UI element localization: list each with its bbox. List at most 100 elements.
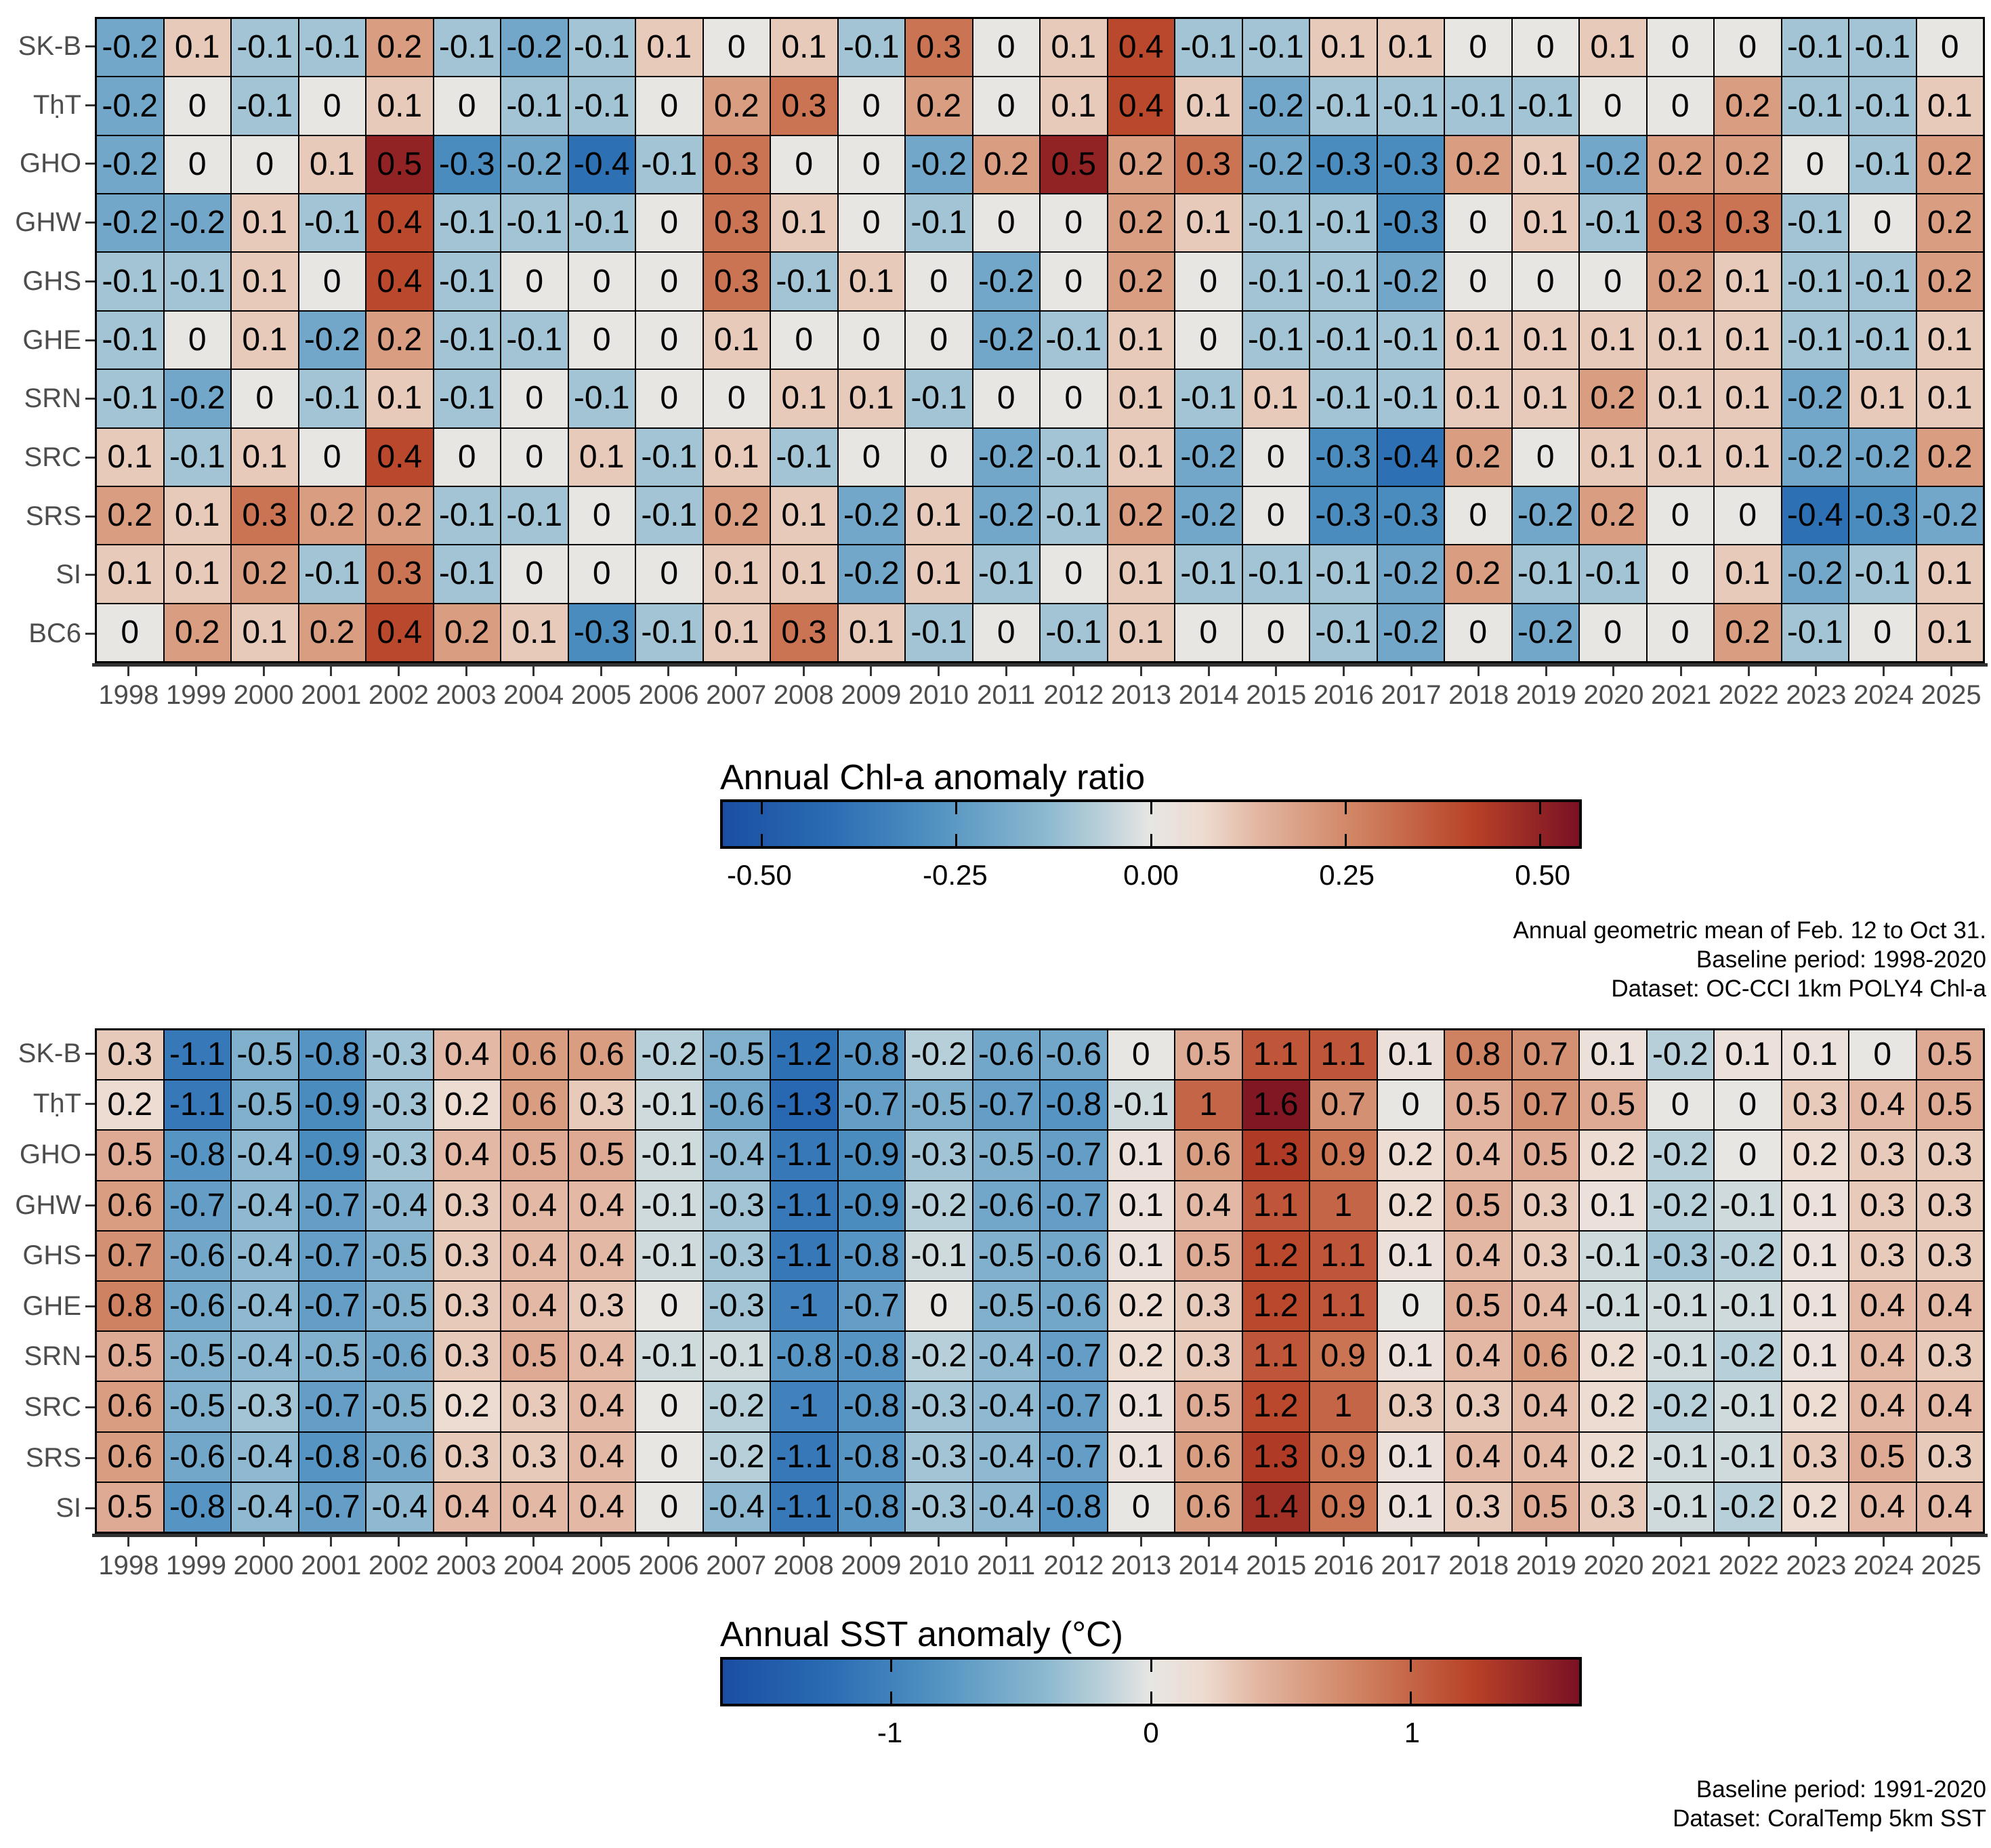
axis-tick <box>1680 667 1683 676</box>
heatmap-cell: -0.2 <box>905 1180 973 1231</box>
heatmap-cell: 0.9 <box>1309 1482 1377 1532</box>
heatmap-cell: -0.4 <box>366 1180 434 1231</box>
colorbar-tick <box>890 1692 893 1704</box>
heatmap-cell: -0.2 <box>1511 603 1579 662</box>
heatmap-cell: 0 <box>96 603 164 662</box>
heatmap-cell: 0.2 <box>1916 135 1984 194</box>
heatmap-cell: 0.2 <box>96 1080 164 1131</box>
x-tick-label: 2007 <box>706 1551 767 1580</box>
heatmap-cell: 0.5 <box>96 1130 164 1181</box>
heatmap-cell: 0.3 <box>905 18 973 77</box>
heatmap-cell: 0 <box>837 310 905 370</box>
x-tick-label: 2012 <box>1043 680 1104 710</box>
heatmap-cell: -0.5 <box>366 1280 434 1332</box>
heatmap-cell: -0.1 <box>1511 545 1579 604</box>
axis-tick <box>330 1537 333 1547</box>
x-tick-label: 2018 <box>1448 680 1509 710</box>
heatmap-cell: 0.2 <box>433 603 501 662</box>
heatmap-cell: -0.2 <box>1781 545 1849 604</box>
colorbar-title: Annual SST anomaly (°C) <box>720 1615 1123 1654</box>
heatmap-cell: -0.3 <box>703 1180 770 1231</box>
heatmap-cell: -0.2 <box>501 135 568 194</box>
heatmap-cell: 0.4 <box>568 1230 635 1281</box>
axis-tick <box>600 1537 602 1547</box>
colorbar-tick <box>760 834 763 846</box>
heatmap-cell: 0 <box>1714 1080 1782 1131</box>
heatmap-cell: -1.1 <box>770 1230 838 1281</box>
heatmap-cell: 0.2 <box>1714 603 1782 662</box>
axis-tick <box>1342 667 1345 676</box>
heatmap-cell: 0 <box>1242 427 1309 486</box>
heatmap-cell: 0.4 <box>501 1230 568 1281</box>
heatmap-cell: 0.2 <box>1579 1130 1647 1181</box>
heatmap-cell: -0.2 <box>1377 252 1444 311</box>
heatmap-cell: 0.2 <box>1579 1431 1647 1482</box>
axis-tick <box>1747 1537 1750 1547</box>
heatmap-cell: -0.4 <box>1781 486 1849 545</box>
heatmap-cell: -0.9 <box>837 1180 905 1231</box>
heatmap-cell: -0.1 <box>96 252 164 311</box>
heatmap-cell: 0.5 <box>1916 1030 1984 1080</box>
heatmap-cell: -0.4 <box>568 135 635 194</box>
heatmap-cell: 0.1 <box>770 545 838 604</box>
heatmap-cell: -0.4 <box>231 1180 299 1231</box>
heatmap-cell: 0 <box>1107 1482 1175 1532</box>
heatmap-cell: -0.6 <box>163 1431 231 1482</box>
x-tick-label: 2015 <box>1246 680 1307 710</box>
heatmap-cell: 1 <box>1175 1080 1242 1131</box>
colorbar-tick <box>1539 834 1542 846</box>
heatmap-cell: 0.1 <box>1175 194 1242 253</box>
heatmap-cell: -0.3 <box>905 1381 973 1432</box>
axis-tick <box>938 1537 940 1547</box>
heatmap-cell: 0.4 <box>501 1280 568 1332</box>
heatmap-cell: 0.1 <box>1377 1331 1444 1382</box>
heatmap-cell: 0.2 <box>231 545 299 604</box>
heatmap-cell: -0.7 <box>298 1230 366 1281</box>
heatmap-cell: 0.1 <box>231 194 299 253</box>
heatmap-cell: -1 <box>770 1381 838 1432</box>
heatmap-cell: -0.3 <box>366 1130 434 1181</box>
heatmap-cell: 0.1 <box>96 545 164 604</box>
heatmap-cell: 0 <box>972 603 1040 662</box>
axis-tick <box>85 457 95 459</box>
heatmap-cell: -0.7 <box>1040 1180 1108 1231</box>
heatmap-cell: 0 <box>635 310 703 370</box>
axis-tick <box>870 667 873 676</box>
heatmap-cell: -1.3 <box>770 1080 838 1131</box>
heatmap-cell: 0 <box>837 135 905 194</box>
heatmap-cell: 0 <box>1714 18 1782 77</box>
heatmap-cell: -0.5 <box>231 1080 299 1131</box>
x-tick-label: 2004 <box>503 1551 564 1580</box>
heatmap-cell: -0.1 <box>1175 18 1242 77</box>
heatmap-cell: -0.6 <box>972 1180 1040 1231</box>
x-tick-label: 2011 <box>977 680 1036 710</box>
heatmap-cell: -0.3 <box>433 135 501 194</box>
heatmap-cell: 0.3 <box>501 1381 568 1432</box>
heatmap-cell: 0.2 <box>366 486 434 545</box>
heatmap-cell: -0.1 <box>433 252 501 311</box>
axis-tick <box>1275 1537 1278 1547</box>
heatmap-cell: -0.1 <box>1646 1280 1714 1332</box>
heatmap-cell: -0.2 <box>96 77 164 135</box>
heatmap-cell: -0.1 <box>1309 369 1377 428</box>
heatmap-cell: 0.3 <box>1781 1080 1849 1131</box>
heatmap-cell: 0 <box>231 135 299 194</box>
heatmap-cell: -0.4 <box>231 1482 299 1532</box>
heatmap-cell: -0.2 <box>703 1381 770 1432</box>
heatmap-cell: 0 <box>770 135 838 194</box>
heatmap-cell: 0 <box>1646 603 1714 662</box>
x-tick-label: 2002 <box>368 1551 429 1580</box>
heatmap-cell: 0.1 <box>837 252 905 311</box>
heatmap-cell: 0.3 <box>1849 1230 1916 1281</box>
heatmap-cell: 0.6 <box>1175 1130 1242 1181</box>
heatmap-cell: -0.1 <box>635 1230 703 1281</box>
heatmap-cell: 0.2 <box>366 310 434 370</box>
heatmap-cell: 0 <box>1040 252 1108 311</box>
heatmap-cell: 0.2 <box>1916 252 1984 311</box>
x-tick-label: 2008 <box>773 680 834 710</box>
heatmap-cell: -0.2 <box>1714 1230 1782 1281</box>
heatmap-cell: -0.5 <box>972 1280 1040 1332</box>
heatmap-cell: -0.1 <box>1714 1180 1782 1231</box>
axis-tick <box>1477 1537 1480 1547</box>
heatmap-cell: -0.1 <box>96 310 164 370</box>
